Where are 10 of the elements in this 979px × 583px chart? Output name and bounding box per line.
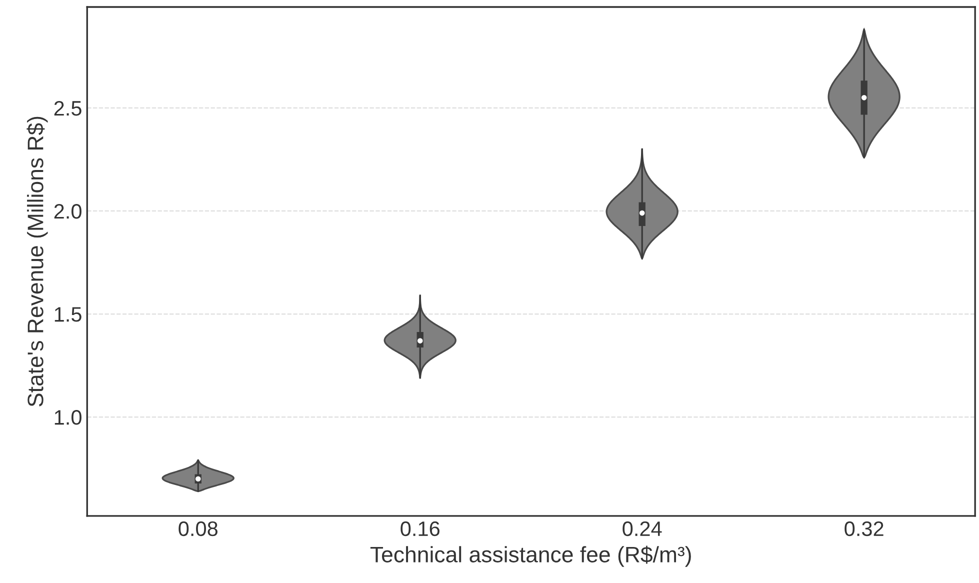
x-tick-label: 0.32	[844, 521, 884, 536]
x-axis-title: Technical assistance fee (R$/m³)	[370, 546, 691, 567]
y-axis-title: State's Revenue (Millions R$)	[26, 116, 48, 406]
x-tick-label: 0.24	[622, 521, 662, 536]
y-tick-label: 1.5	[54, 307, 82, 322]
y-tick-label: 2.0	[54, 204, 82, 219]
x-tick-label: 0.16	[400, 521, 440, 536]
y-tick-label: 1.0	[54, 410, 82, 425]
x-tick-label: 0.08	[178, 521, 218, 536]
y-tick-label: 2.5	[54, 100, 82, 116]
